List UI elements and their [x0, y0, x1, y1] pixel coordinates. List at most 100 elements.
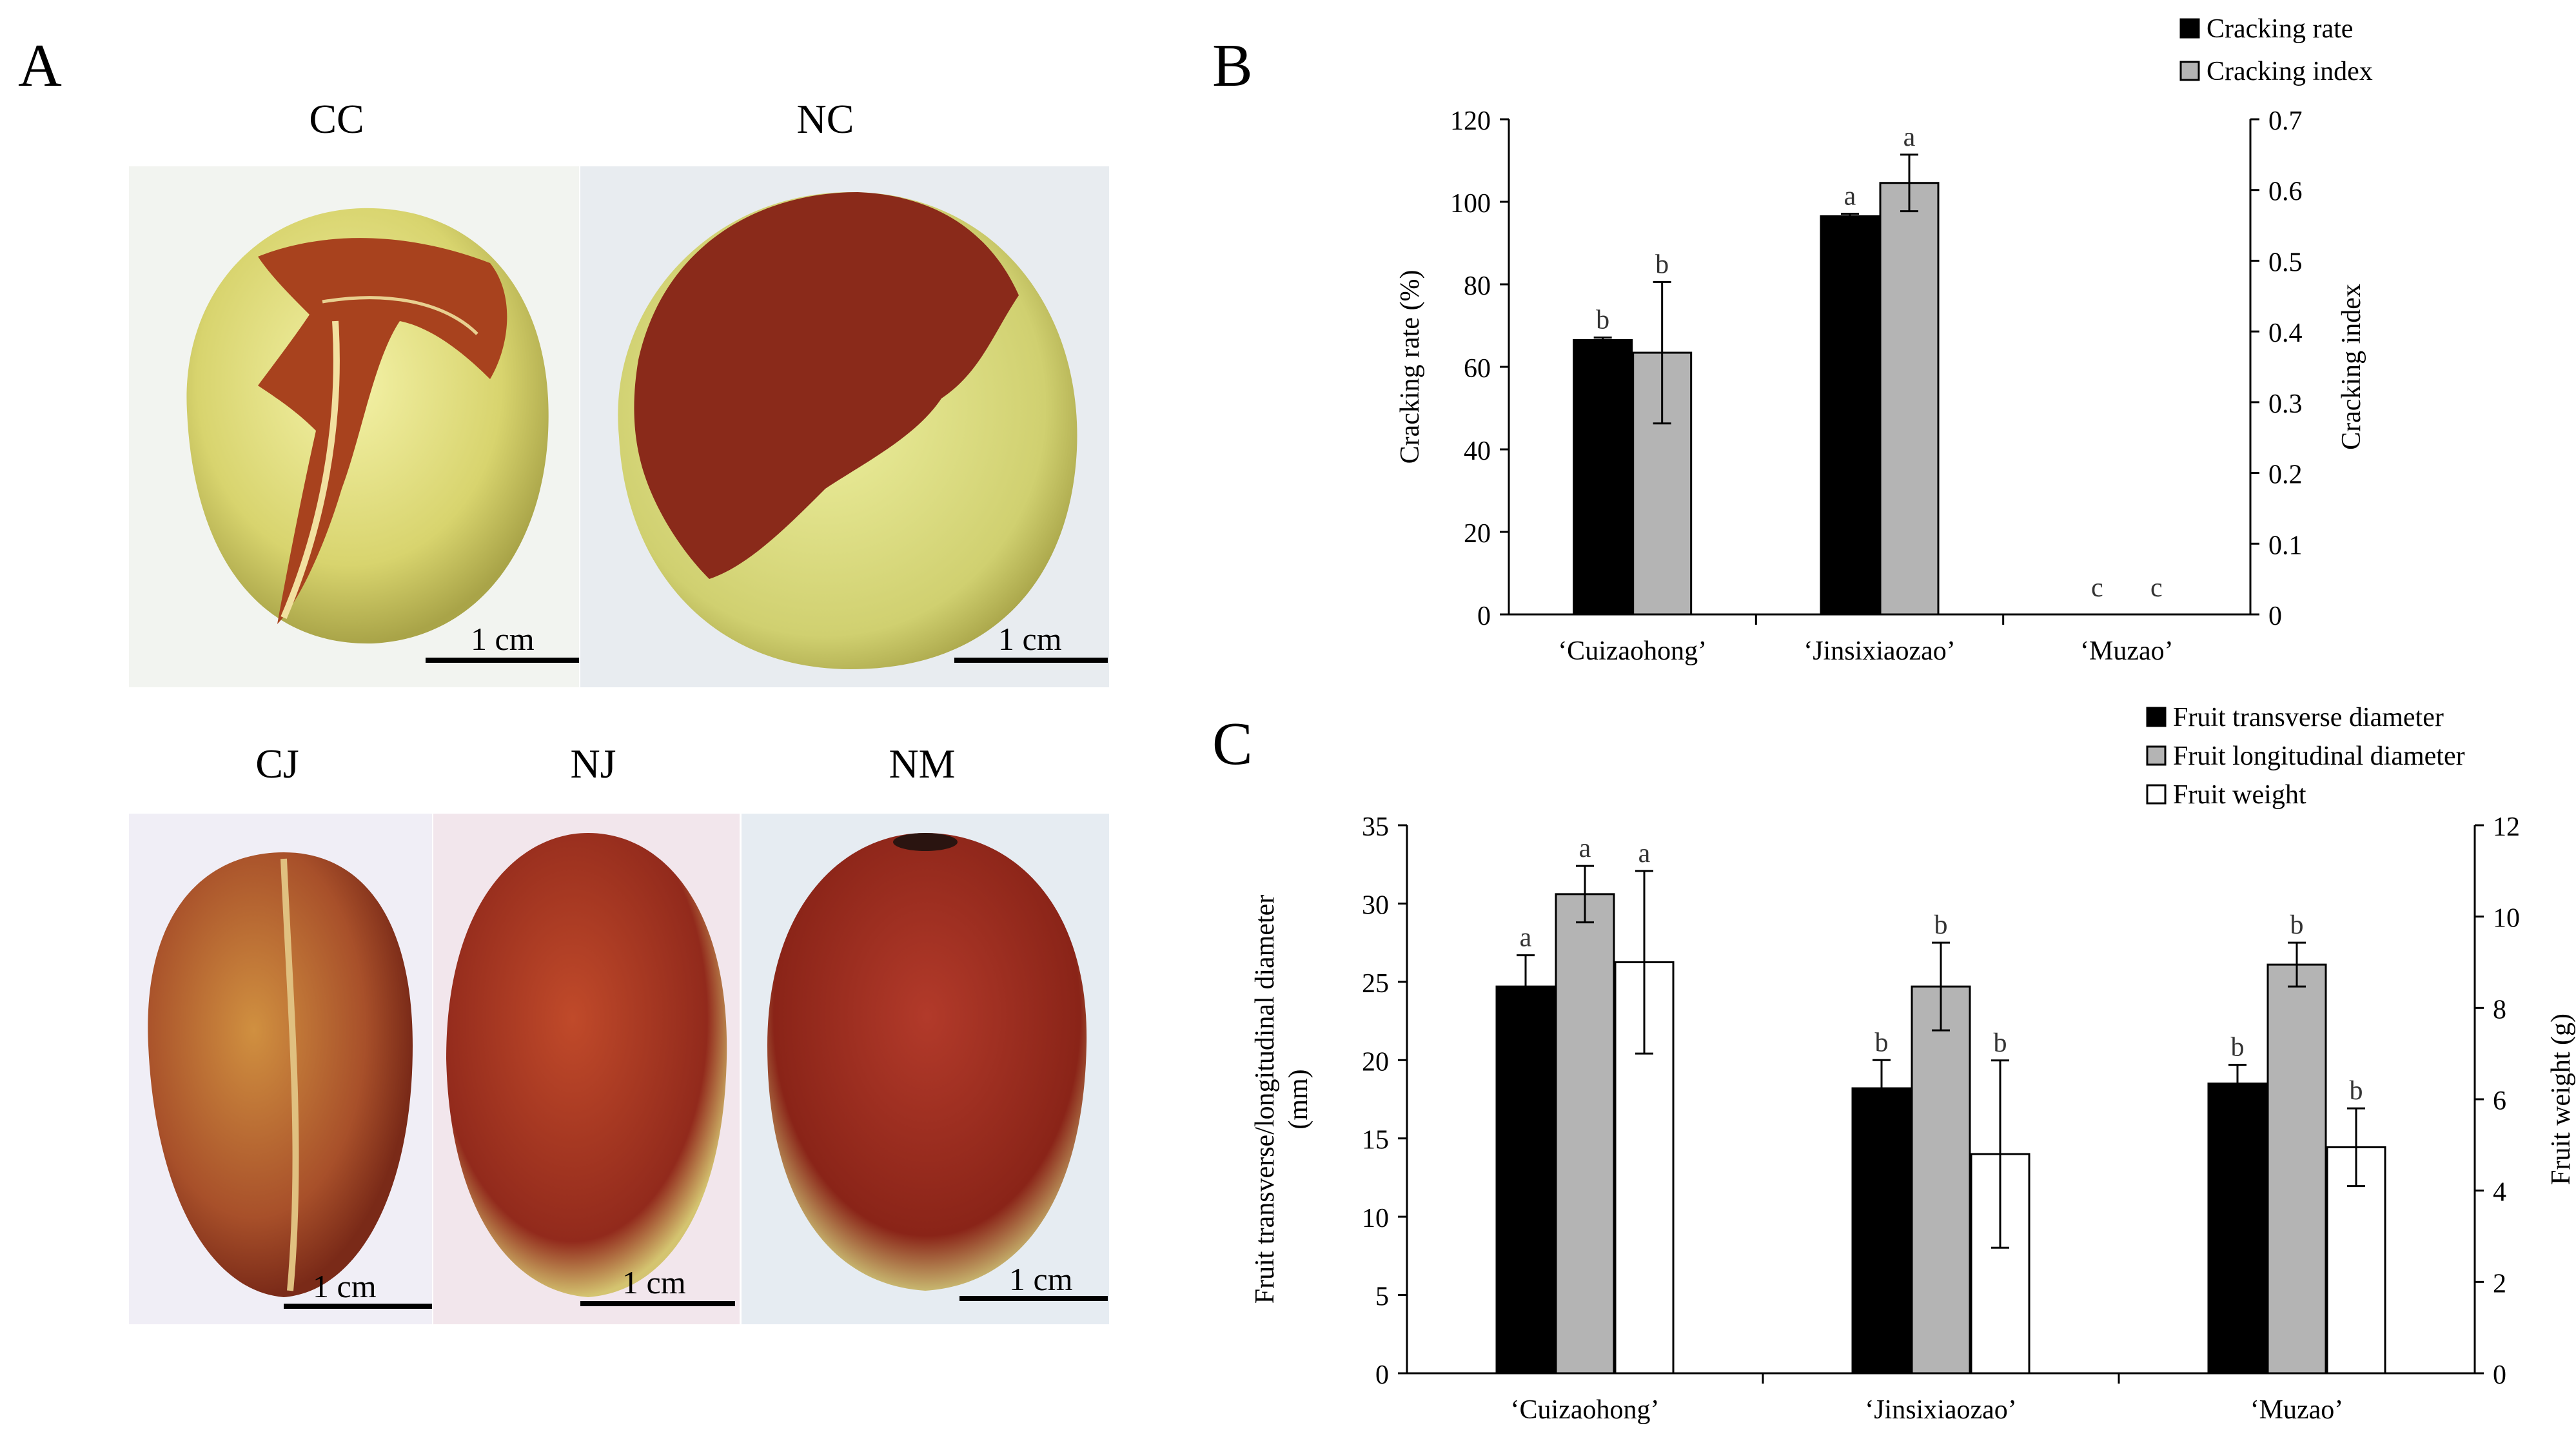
panel-letter-b: B [1212, 32, 1253, 99]
fruit-cj-illustration [148, 852, 413, 1297]
C-category-label: ‘Cuizaohong’ [1511, 1395, 1660, 1425]
C-bar-fruit-transverse-diameter [2207, 1082, 2268, 1375]
fruit-cc-illustration [186, 208, 549, 644]
fruit-nj-illustration [446, 833, 727, 1297]
panel-letter-a: A [18, 32, 62, 99]
B-legend-swatch [2179, 61, 2200, 81]
photo-nj [433, 814, 740, 1324]
photo-label-cj: CJ [255, 741, 299, 787]
C-significance-letter: a [1579, 834, 1591, 863]
C-right-tick-label: 8 [2493, 995, 2506, 1024]
photo-cc [129, 166, 579, 687]
C-legend-label: Fruit transverse diameter [2173, 703, 2444, 732]
B-legend-label: Cracking rate [2207, 14, 2353, 44]
B-left-tick-label: 100 [1450, 189, 1491, 219]
B-left-tick-label: 0 [1477, 602, 1491, 631]
B-left-tick-label: 20 [1464, 519, 1491, 549]
B-left-tick-label: 60 [1464, 354, 1491, 384]
B-right-tick-label: 0.4 [2268, 318, 2303, 348]
C-category-label: ‘Muzao’ [2250, 1395, 2344, 1425]
C-significance-letter: b [1875, 1028, 1889, 1057]
C-y2-axis-title: Fruit weight (g) [2546, 1014, 2576, 1185]
scale-text-nm: 1 cm [1009, 1261, 1073, 1297]
scale-bar-nj [580, 1301, 735, 1306]
photo-label-nm: NM [889, 741, 956, 787]
C-left-tick-label: 5 [1375, 1282, 1389, 1312]
scale-text-nj: 1 cm [622, 1264, 686, 1300]
scale-text-cc: 1 cm [471, 621, 535, 657]
C-right-tick-label: 2 [2493, 1269, 2506, 1298]
B-left-tick-label: 40 [1464, 436, 1491, 466]
C-bar-fruit-weight [2326, 1146, 2386, 1375]
B-bar-cracking-index [1879, 182, 1940, 616]
C-bar-fruit-longitudinal-diameter [1911, 985, 1971, 1375]
C-left-tick-label: 30 [1362, 890, 1389, 920]
C-right-tick-label: 0 [2493, 1360, 2506, 1390]
C-bar-fruit-weight [1614, 961, 1675, 1375]
C-left-tick-label: 0 [1375, 1360, 1389, 1390]
C-left-tick-label: 10 [1362, 1204, 1389, 1233]
C-legend-label: Fruit weight [2173, 780, 2306, 810]
B-left-tick-label: 120 [1450, 106, 1491, 136]
B-right-tick-label: 0.6 [2268, 177, 2303, 207]
B-significance-letter: b [1596, 306, 1609, 335]
photo-label-cc: CC [309, 96, 364, 142]
B-significance-letter: b [1655, 250, 1669, 279]
photo-label-nc: NC [796, 96, 854, 142]
C-legend-swatch [2146, 707, 2167, 727]
photo-cj [129, 814, 432, 1324]
B-significance-letter: a [1903, 122, 1916, 152]
C-legend-swatch [2146, 745, 2167, 766]
C-left-tick-label: 35 [1362, 812, 1389, 842]
B-right-tick-label: 0.3 [2268, 389, 2303, 419]
B-bar-cracking-rate [1573, 338, 1633, 616]
B-legend-label: Cracking index [2207, 57, 2373, 86]
B-right-tick-label: 0.7 [2268, 106, 2303, 136]
scale-text-cj: 1 cm [313, 1268, 377, 1304]
B-legend-swatch [2179, 18, 2200, 39]
C-bar-fruit-longitudinal-diameter [2266, 963, 2327, 1375]
C-y-axis-title-unit: (mm) [1284, 1069, 1313, 1129]
B-significance-letter: a [1844, 182, 1856, 211]
C-legend-swatch [2146, 784, 2167, 805]
B-significance-letter: c [2150, 573, 2163, 603]
scale-bar-cc [426, 658, 579, 663]
fruit-nc-illustration [618, 192, 1077, 669]
C-bar-fruit-transverse-diameter [1851, 1087, 1912, 1375]
B-y-axis-title: Cracking rate (%) [1395, 270, 1425, 464]
C-right-tick-label: 4 [2493, 1178, 2506, 1208]
C-significance-letter: b [1934, 910, 1948, 940]
panel-letter-c: C [1212, 710, 1253, 778]
B-bar-cracking-rate [1820, 215, 1880, 616]
photo-nm [742, 814, 1109, 1324]
B-significance-letter: c [2091, 573, 2103, 603]
C-right-tick-label: 10 [2493, 904, 2520, 934]
scale-bar-nc [954, 658, 1108, 663]
C-legend-label: Fruit longitudinal diameter [2173, 741, 2465, 771]
C-y-axis-title: Fruit transverse/longitudinal diameter [1250, 895, 1280, 1304]
C-significance-letter: b [2350, 1076, 2363, 1106]
C-significance-letter: b [1994, 1028, 2007, 1058]
fruit-nm-illustration [767, 833, 1087, 1291]
C-left-tick-label: 25 [1362, 969, 1389, 999]
photo-label-nj: NJ [570, 741, 616, 787]
C-category-label: ‘Jinsixiaozao’ [1865, 1395, 2017, 1425]
B-right-tick-label: 0.5 [2268, 248, 2303, 277]
B-right-tick-label: 0.1 [2268, 531, 2303, 560]
C-significance-letter: b [2231, 1033, 2245, 1063]
C-significance-letter: b [2290, 910, 2304, 940]
C-right-tick-label: 12 [2493, 812, 2520, 842]
C-right-tick-label: 6 [2493, 1086, 2506, 1116]
B-right-tick-label: 0.2 [2268, 460, 2303, 490]
C-significance-letter: a [1638, 839, 1651, 868]
B-category-label: ‘Muzao’ [2080, 636, 2174, 666]
scale-bar-nm [959, 1296, 1108, 1301]
scale-bar-cj [284, 1304, 432, 1309]
B-category-label: ‘Cuizaohong’ [1558, 636, 1707, 666]
photo-nc [580, 166, 1109, 687]
B-category-label: ‘Jinsixiaozao’ [1804, 636, 1956, 666]
C-left-tick-label: 20 [1362, 1047, 1389, 1077]
C-bar-fruit-longitudinal-diameter [1555, 893, 1615, 1375]
C-significance-letter: a [1520, 923, 1532, 953]
